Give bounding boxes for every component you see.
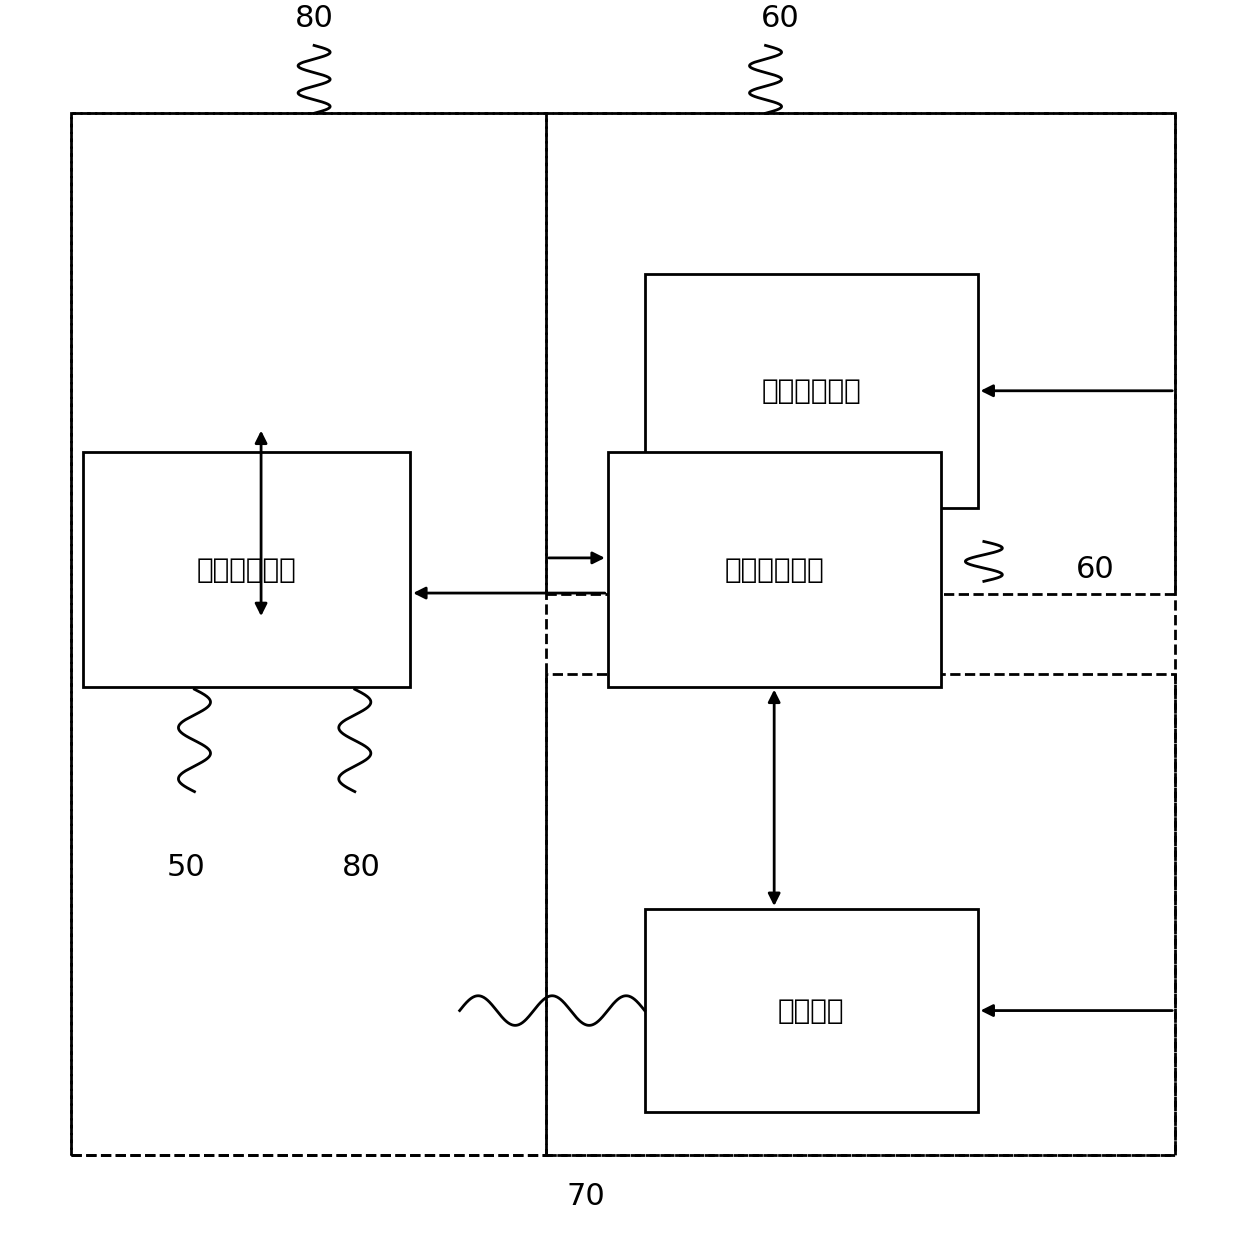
Text: 60: 60 [1076,555,1115,584]
Text: 通讯传递装置: 通讯传递装置 [724,555,825,584]
Bar [608,453,941,686]
Text: 50: 50 [166,854,205,882]
Text: 通讯终端装置: 通讯终端装置 [197,555,296,584]
Text: 80: 80 [341,854,381,882]
Bar [71,114,1176,1156]
Bar [546,674,1176,1156]
Text: 控制电脑: 控制电脑 [777,997,844,1025]
Bar [546,114,1176,594]
Bar [71,114,546,1156]
Text: 通讯传递装置: 通讯传递装置 [761,377,861,404]
Text: 70: 70 [567,1182,605,1211]
Bar [645,909,977,1112]
Bar [83,453,410,686]
Text: 80: 80 [295,4,334,34]
Bar [645,273,977,508]
Text: 60: 60 [761,4,800,34]
